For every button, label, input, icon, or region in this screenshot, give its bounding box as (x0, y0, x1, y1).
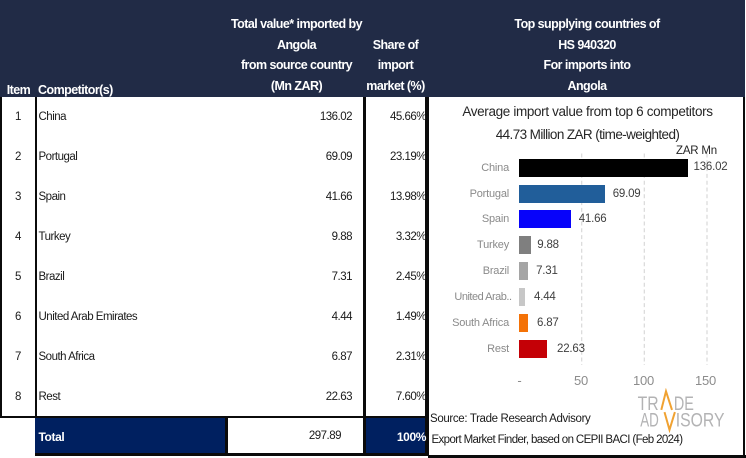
svg-text:DE: DE (674, 393, 694, 415)
svg-text:TR: TR (638, 393, 659, 415)
svg-text:ISORY: ISORY (676, 409, 725, 431)
svg-text:AD: AD (640, 409, 659, 431)
